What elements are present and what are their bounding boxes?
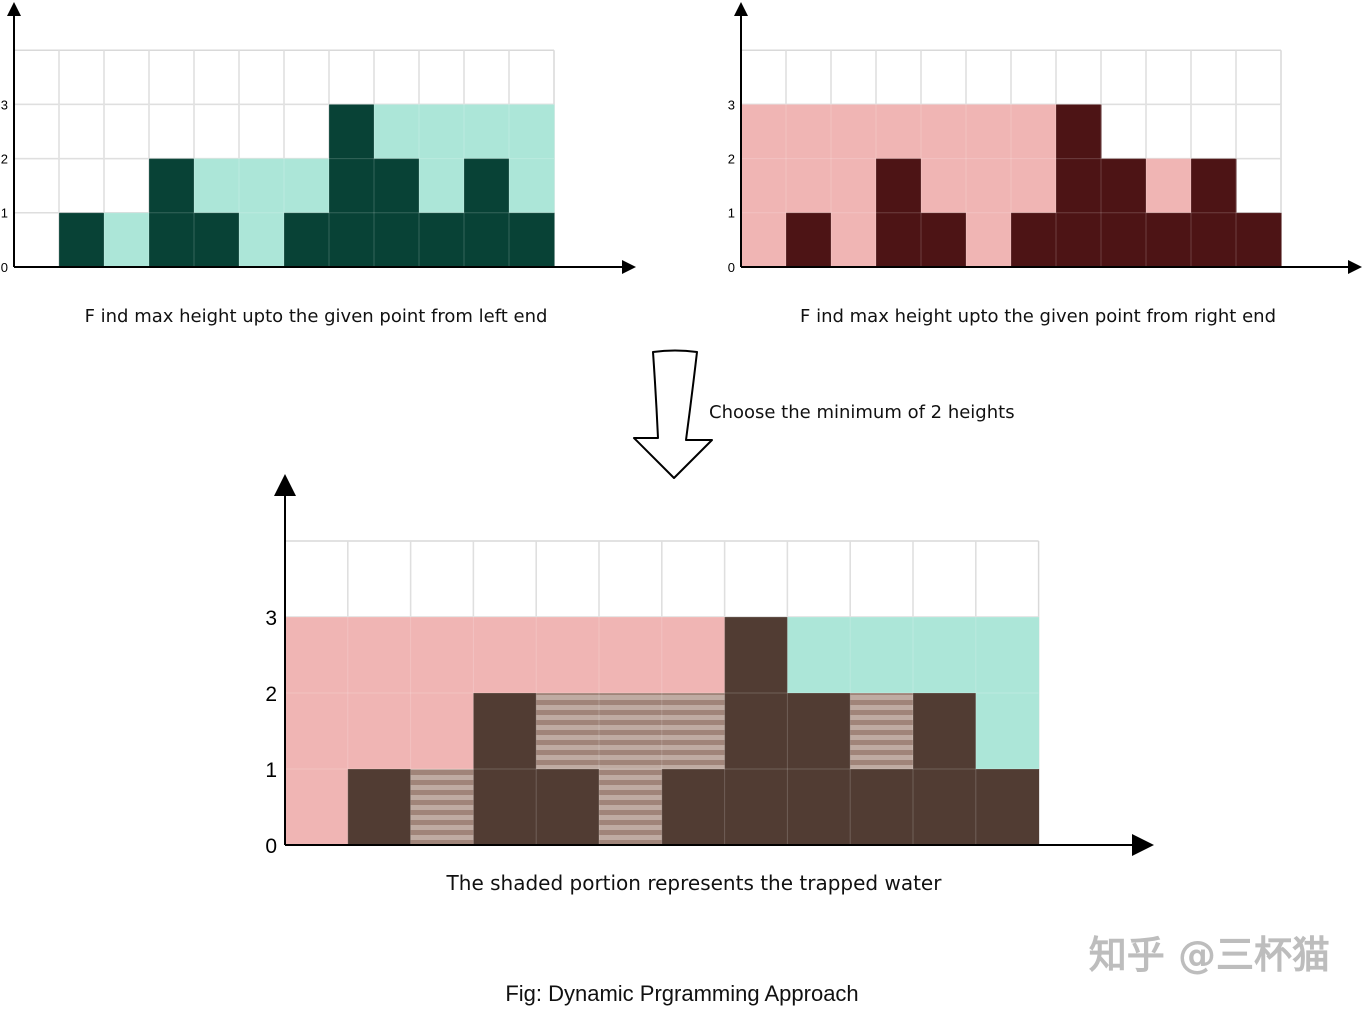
left-max-chart: 0 1 2 3	[1, 2, 636, 275]
trapped-water-cell	[661, 693, 726, 769]
bar-cell	[473, 693, 537, 846]
water-cell	[509, 104, 555, 213]
bar-cell	[921, 212, 967, 268]
bar-cell	[724, 617, 788, 846]
left-max-excess-cell	[913, 617, 977, 693]
water-cell	[374, 104, 420, 159]
water-cell	[1011, 104, 1057, 213]
bar-cell	[1101, 158, 1147, 268]
y-tick-label: 0	[1, 260, 8, 275]
bar-cell	[419, 212, 465, 268]
water-cell	[966, 104, 1012, 268]
water-cell	[741, 104, 787, 268]
bar-cell	[850, 769, 914, 846]
arrow-caption: Choose the minimum of 2 heights	[709, 402, 1015, 423]
trapped-water-cell	[410, 769, 474, 845]
y-tick-label: 0	[728, 260, 735, 275]
right-caption: F ind max height upto the given point fr…	[800, 306, 1276, 327]
water-cell	[239, 158, 285, 267]
bar-cell	[661, 769, 726, 846]
trapped-water-cell	[536, 693, 600, 769]
y-tick-label: 2	[1, 152, 8, 167]
bar-cell	[464, 158, 510, 268]
bar-cell	[374, 158, 420, 268]
trapped-water-cell	[850, 693, 914, 769]
bar-cell	[194, 212, 240, 268]
y-tick-label: 2	[265, 683, 277, 706]
watermark: 知乎 @三杯猫	[1089, 933, 1330, 977]
bar-cell	[329, 104, 375, 268]
bar-cell	[1011, 212, 1057, 268]
y-tick-label: 2	[728, 152, 735, 167]
y-tick-label: 1	[728, 206, 735, 221]
bar-cell	[347, 769, 412, 846]
left-caption: F ind max height upto the given point fr…	[85, 306, 548, 327]
water-cell	[831, 104, 877, 268]
y-tick-label: 1	[1, 206, 8, 221]
bottom-caption: The shaded portion represents the trappe…	[446, 871, 943, 895]
water-cell	[419, 104, 465, 213]
bar-cell	[1191, 158, 1237, 268]
bar-cell	[59, 212, 105, 268]
water-cell	[1146, 158, 1192, 213]
bar-cell	[1146, 212, 1192, 268]
trapped-water-cell	[599, 693, 663, 845]
right-max-excess-cell	[536, 617, 600, 693]
right-max-excess-cell	[599, 617, 663, 693]
y-tick-label: 3	[265, 607, 277, 630]
y-tick-label: 1	[265, 759, 277, 782]
bar-cell	[536, 769, 600, 846]
hollow-down-arrow-icon	[633, 349, 713, 479]
figure-caption: Fig: Dynamic Prgramming Approach	[505, 981, 858, 1006]
bar-cell	[284, 212, 330, 268]
bar-cell	[1236, 212, 1282, 268]
left-max-excess-cell	[787, 617, 851, 693]
right-max-excess-cell	[661, 617, 726, 693]
left-max-excess-cell	[850, 617, 914, 693]
trapped-water-chart: 0 1 2 3	[265, 474, 1154, 858]
water-cell	[104, 212, 150, 267]
water-cell	[284, 158, 330, 213]
y-tick-label: 3	[728, 97, 735, 112]
water-cell	[194, 158, 240, 213]
x-axis-arrow-icon	[622, 260, 636, 274]
y-axis-arrow-icon	[274, 474, 296, 496]
right-max-excess-cell	[285, 617, 349, 845]
left-max-excess-cell	[975, 617, 1040, 769]
y-axis-arrow-icon	[7, 2, 21, 16]
right-max-chart: 0 1 2 3	[728, 2, 1362, 275]
x-axis-arrow-icon	[1348, 260, 1362, 274]
water-cell	[876, 104, 922, 159]
bar-cell	[876, 158, 922, 268]
y-axis-arrow-icon	[734, 2, 748, 16]
bar-cell	[1056, 104, 1102, 268]
water-cell	[464, 104, 510, 159]
bar-cell	[786, 212, 832, 268]
bar-cell	[509, 212, 555, 268]
bar-cell	[913, 693, 977, 846]
bar-cell	[149, 158, 195, 268]
water-cell	[921, 104, 967, 213]
y-tick-label: 3	[1, 97, 8, 112]
right-max-excess-cell	[410, 617, 474, 769]
x-axis-arrow-icon	[1132, 834, 1154, 856]
water-cell	[786, 104, 832, 213]
bar-cell	[787, 693, 851, 846]
right-max-excess-cell	[473, 617, 537, 693]
y-tick-label: 0	[265, 835, 277, 858]
right-max-excess-cell	[347, 617, 412, 769]
bar-cell	[975, 769, 1040, 846]
